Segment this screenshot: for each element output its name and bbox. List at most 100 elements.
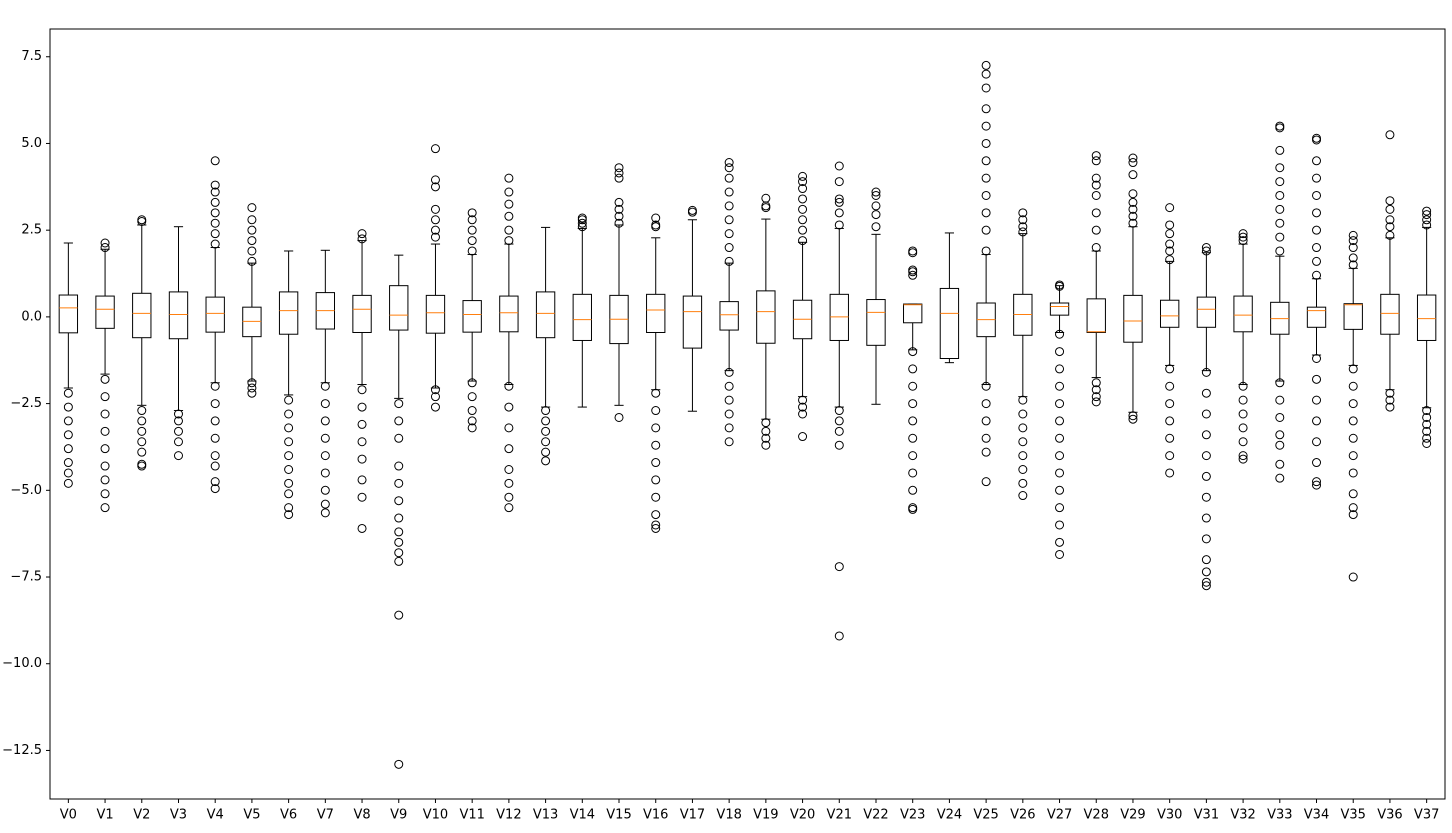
box: [462, 300, 482, 333]
outlier: [1238, 232, 1248, 242]
outlier: [1128, 189, 1138, 199]
outlier: [1385, 402, 1395, 412]
outlier: [908, 270, 918, 280]
box: [1159, 299, 1180, 328]
outlier: [1018, 423, 1028, 433]
outlier: [504, 211, 514, 221]
outlier: [798, 194, 808, 204]
outlier: [1201, 555, 1211, 565]
outlier: [1348, 510, 1358, 520]
outlier: [1018, 222, 1028, 232]
outlier: [467, 215, 477, 225]
outlier: [467, 392, 477, 402]
outlier: [761, 203, 771, 213]
box: [168, 291, 189, 340]
outlier: [687, 205, 697, 215]
outlier: [1201, 577, 1211, 587]
outlier: [1385, 230, 1395, 240]
outlier: [504, 444, 514, 454]
x-tick-label: V37: [1414, 808, 1439, 823]
outlier: [1201, 451, 1211, 461]
y-tick-label: 2.5: [21, 223, 42, 238]
outlier: [1165, 246, 1175, 256]
outlier: [63, 444, 73, 454]
outlier: [100, 409, 110, 419]
outlier: [724, 437, 734, 447]
outlier: [577, 218, 587, 228]
outlier: [1091, 173, 1101, 183]
box: [352, 294, 372, 333]
outlier: [357, 385, 367, 395]
outlier: [1422, 412, 1432, 422]
outlier: [467, 416, 477, 426]
outlier: [1385, 204, 1395, 214]
outlier: [1312, 133, 1322, 143]
outlier: [798, 177, 808, 187]
outlier: [504, 381, 514, 391]
outlier: [724, 409, 734, 419]
outlier: [210, 180, 220, 190]
outlier: [210, 208, 220, 218]
x-tick-label: V35: [1341, 808, 1366, 823]
outlier: [798, 184, 808, 194]
x-tick-label: V13: [533, 808, 558, 823]
outlier: [651, 213, 661, 223]
x-tick-label: V27: [1047, 808, 1072, 823]
outlier: [1275, 378, 1285, 388]
outlier: [394, 537, 404, 547]
outlier: [430, 385, 440, 395]
box: [719, 301, 739, 331]
box: [756, 290, 776, 344]
outlier: [1018, 464, 1028, 474]
outlier: [1275, 473, 1285, 483]
outlier: [1312, 437, 1322, 447]
outlier: [1422, 406, 1432, 416]
outlier: [651, 523, 661, 533]
outlier: [1348, 503, 1358, 513]
outlier: [541, 426, 551, 436]
outlier: [1091, 225, 1101, 235]
outlier: [577, 213, 587, 223]
outlier: [1312, 190, 1322, 200]
x-tick-label: V25: [973, 808, 998, 823]
outlier: [981, 208, 991, 218]
outlier: [247, 246, 257, 256]
outlier: [651, 220, 661, 230]
outlier: [1348, 572, 1358, 582]
outlier: [320, 451, 330, 461]
box: [903, 303, 923, 324]
outlier: [1312, 477, 1322, 487]
outlier: [1165, 399, 1175, 409]
outlier: [981, 121, 991, 131]
box: [499, 295, 519, 333]
outlier: [981, 104, 991, 114]
outlier: [1348, 399, 1358, 409]
outlier: [651, 388, 661, 398]
outlier: [724, 395, 734, 405]
outlier: [908, 504, 918, 514]
outlier: [1128, 153, 1138, 163]
outlier: [210, 416, 220, 426]
outlier: [908, 433, 918, 443]
outlier: [210, 477, 220, 487]
outlier: [651, 423, 661, 433]
outlier: [1055, 451, 1065, 461]
outlier: [210, 433, 220, 443]
outlier: [1091, 156, 1101, 166]
outlier: [834, 177, 844, 187]
outlier: [981, 381, 991, 391]
outlier: [430, 182, 440, 192]
x-tick-label: V17: [680, 808, 705, 823]
outlier: [467, 236, 477, 246]
outlier: [284, 489, 294, 499]
outlier: [1201, 243, 1211, 253]
outlier: [981, 447, 991, 457]
x-tick-label: V32: [1230, 808, 1255, 823]
outlier: [100, 243, 110, 253]
outlier: [247, 388, 257, 398]
outlier: [541, 406, 551, 416]
outlier: [761, 440, 771, 450]
outlier: [1312, 208, 1322, 218]
outlier: [1128, 211, 1138, 221]
